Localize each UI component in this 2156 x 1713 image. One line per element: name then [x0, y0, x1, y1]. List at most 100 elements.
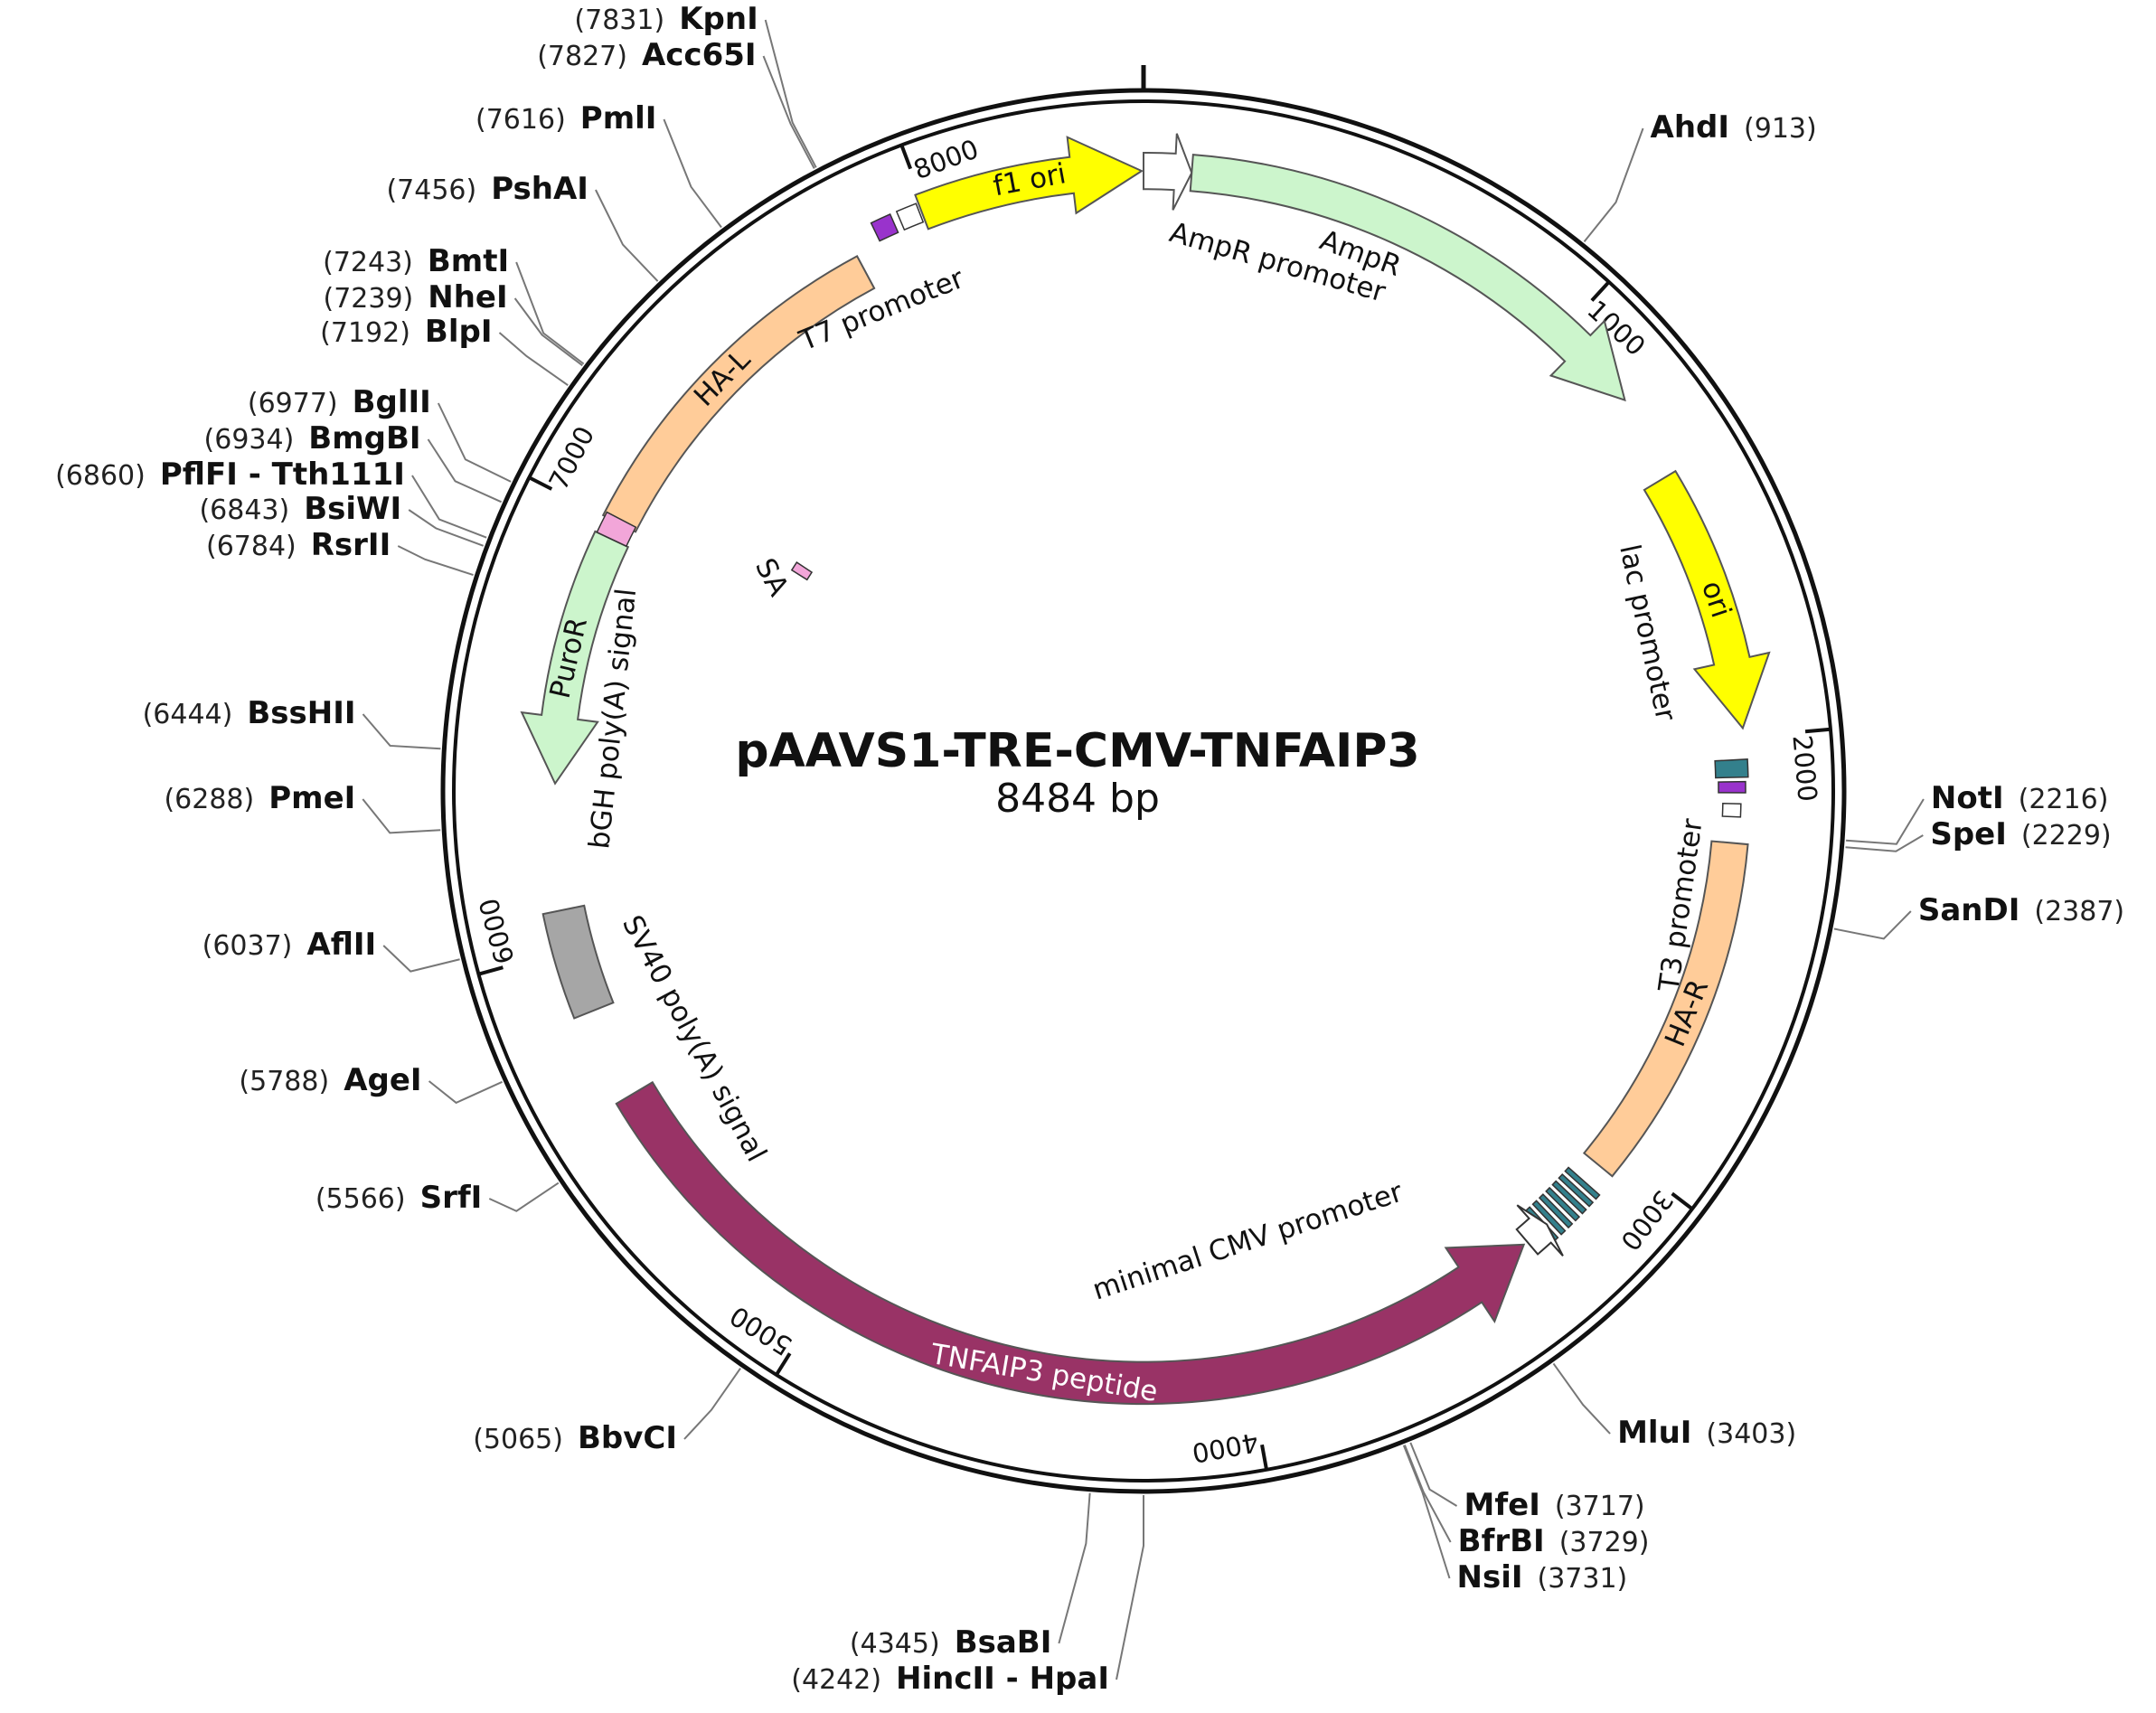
restriction-sites: (7831) KpnI(7827) Acc65I (7616) PmlI (7456) Ps…: [55, 1, 2124, 1697]
feature-ampr-promoter: [1143, 133, 1193, 211]
tre-block: [1551, 1180, 1587, 1215]
site-blpi: (7192) BlpI: [320, 314, 492, 350]
site-nhei: (7239) NheI: [324, 279, 508, 315]
site-pmli: (7616) PmlI: [475, 100, 656, 136]
site-bmgbi: (6934) BmgBI: [204, 420, 421, 456]
small-features: [596, 202, 1749, 1257]
feature-sv40: [541, 904, 615, 1020]
site-leader: [1116, 1495, 1144, 1680]
site-pmei: (6288) PmeI: [164, 780, 355, 816]
tick-label: 3000: [1615, 1184, 1680, 1256]
tre-block: [1564, 1166, 1601, 1200]
site-leader: [498, 332, 569, 387]
minimal-cmv-label: minimal CMV promoter: [1088, 1176, 1407, 1307]
tick-mark: [1590, 280, 1611, 302]
tick-mark: [1804, 727, 1831, 734]
feature-f1-ori: [914, 136, 1144, 231]
site-bfrbi: BfrBI (3729): [1458, 1523, 1650, 1559]
site-leader: [762, 55, 815, 169]
site-leader: [362, 713, 441, 750]
site-leader: [437, 402, 512, 483]
site-ahdi: AhdI (913): [1651, 109, 1817, 146]
site-leader: [595, 189, 659, 282]
site-bbvci: (5065) BbvCI: [473, 1420, 677, 1456]
site-agei: (5788) AgeI: [239, 1062, 421, 1098]
feature-tnfaip3: [615, 1080, 1526, 1406]
site-leader: [1058, 1492, 1091, 1644]
site-leader: [1846, 798, 1925, 845]
site-leader: [408, 509, 485, 547]
site-leader: [362, 798, 441, 834]
tick-mark: [477, 965, 504, 976]
tick-mark: [1260, 1444, 1268, 1471]
site-hincii-hpai: (4242) HincII - HpaI: [791, 1661, 1109, 1697]
feature-ampr: [1189, 154, 1626, 402]
feature-ha-l: [601, 255, 876, 533]
site-leader: [1409, 1442, 1458, 1507]
site-srfi: (5566) SrfI: [315, 1180, 482, 1216]
tick-label: 2000: [1786, 734, 1822, 804]
site-leader: [515, 261, 585, 365]
tick-mark: [899, 144, 913, 170]
white-marker-right: [1721, 803, 1742, 818]
teal-box-lac: [1714, 758, 1749, 779]
sa-label: SA: [748, 553, 795, 602]
site-acc65i: (7827) Acc65I: [537, 37, 756, 73]
site-bsshii: (6444) BssHII: [143, 695, 356, 731]
tick-label: 5000: [724, 1300, 797, 1361]
site-bmti: (7243) BmtI: [323, 243, 509, 279]
site-mlui: MluI (3403): [1617, 1415, 1796, 1451]
tick-label: 4000: [1190, 1426, 1261, 1469]
site-sandi: SanDI (2387): [1918, 892, 2124, 928]
backbone-circle: [440, 65, 1847, 1494]
site-bglii: (6977) BglII: [248, 384, 431, 420]
site-leader: [1845, 834, 1924, 852]
site-leader: [428, 1080, 503, 1105]
tick-mark: [528, 475, 553, 491]
plasmid-size: 8484 bp: [995, 776, 1160, 822]
pink-feature-left: [596, 511, 637, 548]
site-leader: [382, 945, 460, 973]
site-nsii: NsiI (3731): [1457, 1559, 1628, 1595]
site-leader: [513, 297, 583, 367]
site-leader: [663, 118, 722, 229]
site-leader: [397, 545, 474, 576]
site-kpni: (7831) KpnI: [574, 1, 758, 37]
lac-promoter-label: lac promoter: [1613, 541, 1682, 724]
t7-promoter-mark: [895, 202, 925, 231]
tre-block: [1531, 1200, 1567, 1236]
site-aflii: (6037) AflII: [202, 927, 377, 963]
site-noti: NotI (2216): [1931, 780, 2108, 816]
site-leader: [1552, 1362, 1611, 1435]
feature-ori: [1643, 469, 1771, 730]
plasmid-title: pAAVS1-TRE-CMV-TNFAIP3: [735, 724, 1419, 778]
feature-label-tnfaip3: TNFAIP3 peptide: [927, 1338, 1160, 1408]
purple-marker-right: [1718, 780, 1746, 794]
site-leader: [1583, 127, 1644, 243]
site-leader: [764, 19, 817, 168]
backbone-inner: [452, 99, 1835, 1482]
site-pflfi-tth111i: (6860) PflFI - Tth111I: [55, 456, 405, 493]
site-leader: [1402, 1445, 1451, 1579]
site-pshai: (7456) PshAI: [386, 171, 588, 207]
site-rsrii: (6784) RsrII: [206, 527, 391, 563]
minimal-cmv-arrow: [1515, 1204, 1564, 1257]
tre-block: [1538, 1193, 1574, 1229]
site-leader: [411, 475, 487, 539]
tick-label: 6000: [473, 895, 520, 967]
site-bsiwi: (6843) BsiWI: [199, 491, 401, 527]
site-mfei: MfeI (3717): [1464, 1487, 1645, 1523]
site-leader: [683, 1368, 741, 1440]
purple-marker-top: [870, 213, 899, 242]
tick-mark: [775, 1352, 792, 1376]
site-leader: [427, 438, 503, 504]
feature-ha-r: [1582, 840, 1749, 1178]
site-leader: [1833, 910, 1912, 940]
site-leader: [488, 1181, 560, 1212]
feature-puror: [520, 530, 630, 786]
tre-block: [1545, 1186, 1581, 1222]
site-bsabi: (4345) BsaBI: [850, 1624, 1051, 1661]
tick-mark: [1671, 1191, 1694, 1210]
site-spei: SpeI (2229): [1930, 816, 2111, 852]
tick-label: 7000: [542, 421, 600, 494]
